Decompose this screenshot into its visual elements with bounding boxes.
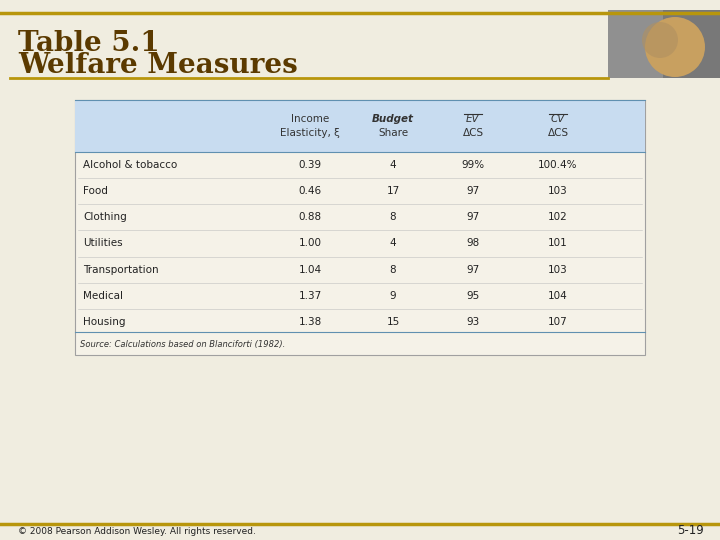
Text: Table 5.1: Table 5.1 [18,30,160,57]
Text: 0.46: 0.46 [298,186,322,196]
FancyBboxPatch shape [75,100,645,152]
Text: 1.04: 1.04 [298,265,322,275]
Text: 104: 104 [548,291,568,301]
Text: 0.88: 0.88 [298,212,322,222]
Text: 99%: 99% [462,160,485,170]
Text: Utilities: Utilities [83,239,122,248]
Text: 8: 8 [390,212,396,222]
Text: 103: 103 [548,186,568,196]
Text: Food: Food [83,186,108,196]
Text: 101: 101 [548,239,568,248]
Text: EV: EV [466,114,480,124]
Text: ΔCS: ΔCS [462,128,484,138]
Text: Elasticity, ξ: Elasticity, ξ [280,128,340,138]
Text: 97: 97 [467,212,480,222]
Text: 0.39: 0.39 [298,160,322,170]
FancyBboxPatch shape [75,100,645,355]
Text: 100.4%: 100.4% [539,160,577,170]
FancyBboxPatch shape [608,10,720,78]
Text: Alcohol & tobacco: Alcohol & tobacco [83,160,177,170]
Text: 17: 17 [387,186,400,196]
Text: Clothing: Clothing [83,212,127,222]
Text: CV: CV [551,114,565,124]
Text: 8: 8 [390,265,396,275]
Text: 1.37: 1.37 [298,291,322,301]
Text: 93: 93 [467,317,480,327]
Text: Income: Income [291,114,329,124]
Text: 95: 95 [467,291,480,301]
Text: 1.00: 1.00 [299,239,322,248]
Text: 97: 97 [467,186,480,196]
Circle shape [645,17,705,77]
Text: Housing: Housing [83,317,125,327]
Text: 107: 107 [548,317,568,327]
Text: 97: 97 [467,265,480,275]
Text: Medical: Medical [83,291,123,301]
Text: 98: 98 [467,239,480,248]
Text: Transportation: Transportation [83,265,158,275]
Text: 5-19: 5-19 [678,524,704,537]
Text: 102: 102 [548,212,568,222]
Text: 9: 9 [390,291,396,301]
Text: Welfare Measures: Welfare Measures [18,52,298,79]
Text: Share: Share [378,128,408,138]
Text: 1.38: 1.38 [298,317,322,327]
Text: 15: 15 [387,317,400,327]
Text: 4: 4 [390,160,396,170]
Text: © 2008 Pearson Addison Wesley. All rights reserved.: © 2008 Pearson Addison Wesley. All right… [18,526,256,536]
Text: Budget: Budget [372,114,414,124]
Circle shape [642,22,678,58]
Text: Source: Calculations based on Blanciforti (1982).: Source: Calculations based on Blancifort… [80,340,285,348]
FancyBboxPatch shape [608,10,663,78]
Text: 4: 4 [390,239,396,248]
Text: 103: 103 [548,265,568,275]
Text: ΔCS: ΔCS [547,128,569,138]
